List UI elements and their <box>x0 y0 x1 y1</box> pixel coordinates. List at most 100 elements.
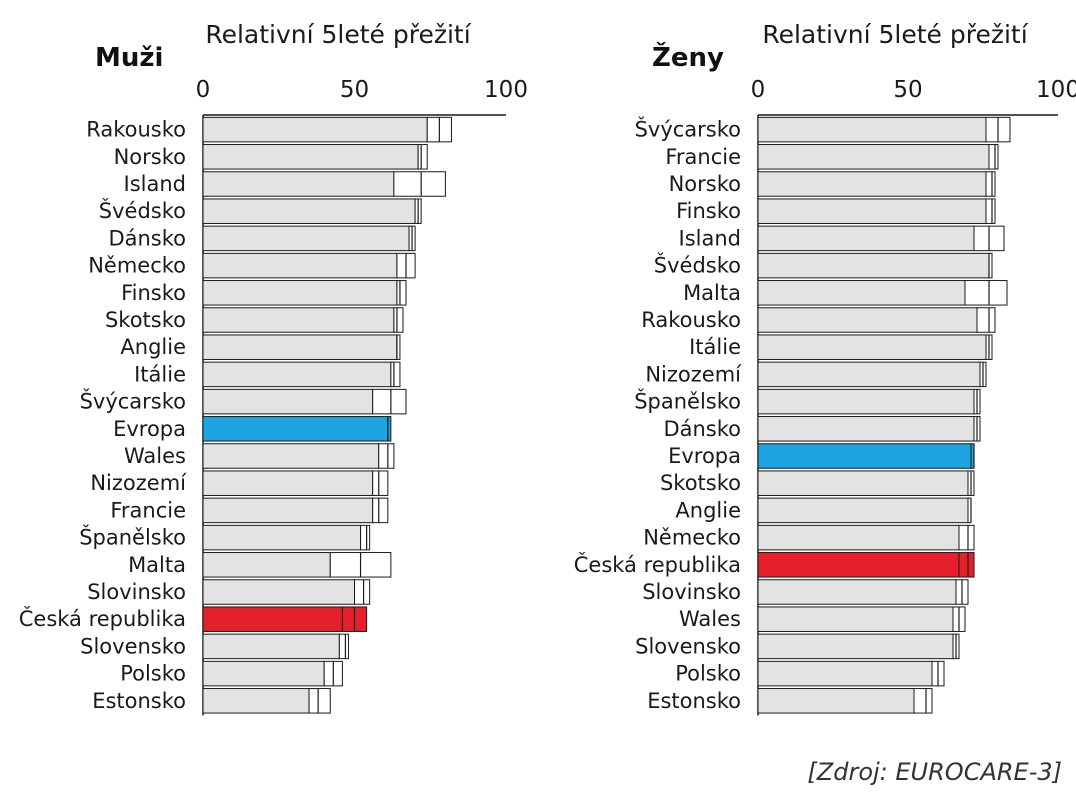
women-interval-6 <box>964 280 1008 306</box>
men-interval-13 <box>372 470 389 496</box>
men-tick-label-100: 100 <box>484 77 528 103</box>
women-panel-title: Ženy <box>652 41 724 73</box>
men-bar-0 <box>202 116 428 143</box>
women-bar-16 <box>757 552 960 578</box>
men-interval-19 <box>338 633 349 660</box>
men-bar-20 <box>202 660 325 687</box>
women-category-label-8: Itálie <box>689 335 741 359</box>
men-category-label-13: Nizozemí <box>90 471 187 495</box>
women-bar-12 <box>757 443 972 469</box>
women-category-label-0: Švýcarsko <box>635 117 741 142</box>
men-bar-9 <box>202 361 392 388</box>
men-bar-13 <box>202 470 374 496</box>
women-category-label-4: Island <box>679 226 741 250</box>
women-category-label-2: Norsko <box>669 172 741 196</box>
women-axis-title: Relativní 5leté přežití <box>762 20 1028 49</box>
women-bar-20 <box>757 660 933 687</box>
women-interval-16 <box>958 552 975 578</box>
women-bar-10 <box>757 388 975 415</box>
men-interval-6 <box>396 280 407 306</box>
men-bar-14 <box>202 497 374 524</box>
women-category-label-17: Slovinsko <box>642 580 741 604</box>
men-category-label-6: Finsko <box>121 281 186 305</box>
women-bar-17 <box>757 579 957 605</box>
men-category-label-14: Francie <box>110 498 186 522</box>
men-bar-18 <box>202 606 343 632</box>
women-bar-5 <box>757 252 990 279</box>
women-category-label-16: Česká republika <box>574 552 741 577</box>
men-category-label-2: Island <box>124 172 186 196</box>
men-category-label-15: Španělsko <box>79 525 186 550</box>
women-bar-4 <box>757 225 975 252</box>
men-category-label-11: Evropa <box>113 417 186 441</box>
women-interval-2 <box>985 171 996 197</box>
women-bar-9 <box>757 361 981 388</box>
men-category-label-21: Estonsko <box>92 689 186 713</box>
men-bar-1 <box>202 144 419 170</box>
men-interval-2 <box>393 171 446 197</box>
women-category-label-6: Malta <box>683 281 741 305</box>
men-category-label-10: Švýcarsko <box>80 389 186 414</box>
women-bar-14 <box>757 497 969 524</box>
men-bar-5 <box>202 252 398 279</box>
women-bar-8 <box>757 334 987 360</box>
men-panel-title: Muži <box>95 43 163 73</box>
women-category-label-5: Švédsko <box>654 253 741 278</box>
women-bar-7 <box>757 307 978 333</box>
men-category-label-18: Česká republika <box>19 606 186 631</box>
men-bar-17 <box>202 579 355 605</box>
women-interval-7 <box>976 307 996 333</box>
women-bar-6 <box>757 280 966 306</box>
men-interval-1 <box>417 144 428 170</box>
women-interval-1 <box>988 144 999 170</box>
women-tick-label-0: 0 <box>751 77 766 103</box>
men-bar-11 <box>202 416 389 442</box>
men-axis-title: Relativní 5leté přežití <box>205 20 471 49</box>
women-category-label-18: Wales <box>679 607 741 631</box>
women-bar-13 <box>757 470 969 496</box>
men-category-label-3: Švédsko <box>99 198 186 223</box>
men-category-label-12: Wales <box>124 444 186 468</box>
men-tick-label-0: 0 <box>196 77 211 103</box>
women-bar-21 <box>757 688 915 714</box>
men-bar-4 <box>202 225 410 252</box>
men-category-label-20: Polsko <box>120 662 186 686</box>
men-bar-2 <box>202 171 395 197</box>
women-category-label-9: Nizozemí <box>645 362 742 386</box>
women-interval-21 <box>913 688 933 714</box>
men-bar-16 <box>202 552 331 578</box>
women-bar-15 <box>757 524 960 551</box>
men-category-label-4: Dánsko <box>108 226 186 250</box>
men-category-label-9: Itálie <box>134 362 186 386</box>
men-interval-12 <box>378 443 395 469</box>
women-category-label-3: Finsko <box>676 199 741 223</box>
men-bar-7 <box>202 307 395 333</box>
men-bar-15 <box>202 524 362 551</box>
women-bar-2 <box>757 171 987 197</box>
women-category-label-11: Dánsko <box>663 417 741 441</box>
women-category-label-1: Francie <box>665 145 741 169</box>
men-bar-10 <box>202 388 374 415</box>
men-bar-3 <box>202 198 416 224</box>
men-interval-9 <box>390 361 401 388</box>
women-category-label-7: Rakousko <box>641 308 741 332</box>
men-bar-21 <box>202 688 310 714</box>
women-bar-0 <box>757 116 987 143</box>
women-bar-3 <box>757 198 987 224</box>
men-category-label-1: Norsko <box>114 145 186 169</box>
women-category-label-13: Skotsko <box>660 471 741 495</box>
men-category-label-19: Slovensko <box>80 634 186 658</box>
women-category-label-20: Polsko <box>675 662 741 686</box>
men-bar-19 <box>202 633 340 660</box>
women-category-label-15: Německo <box>643 526 741 550</box>
men-interval-14 <box>372 497 389 524</box>
men-bar-8 <box>202 334 398 360</box>
men-bar-12 <box>202 443 380 469</box>
women-bar-11 <box>757 416 975 442</box>
women-interval-15 <box>958 524 975 551</box>
men-bar-6 <box>202 280 398 306</box>
men-category-label-5: Německo <box>88 254 186 278</box>
women-category-label-14: Anglie <box>675 498 741 522</box>
women-category-label-10: Španělsko <box>634 389 741 414</box>
